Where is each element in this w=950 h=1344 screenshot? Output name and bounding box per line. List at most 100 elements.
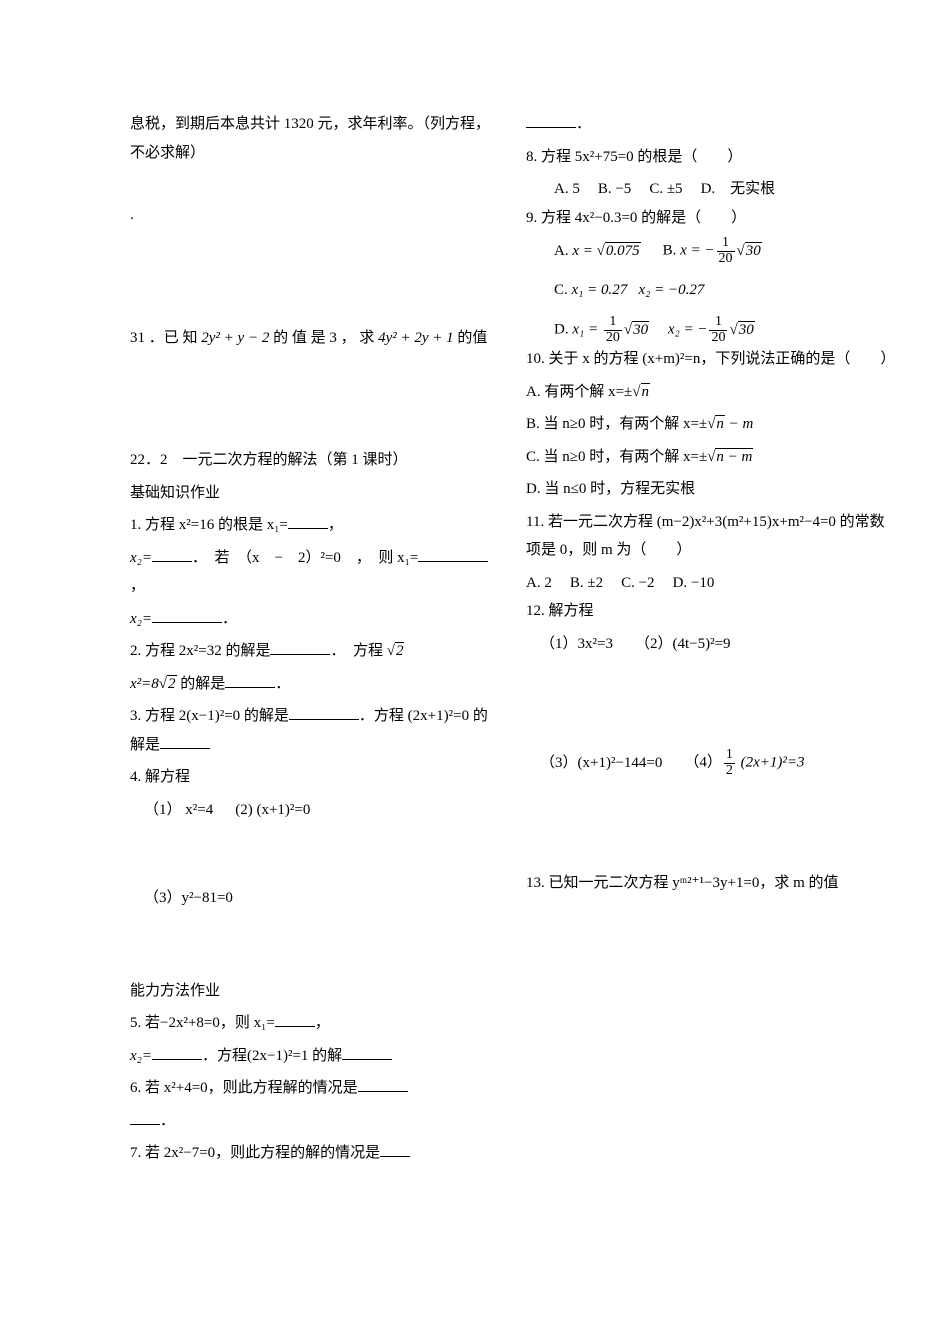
q9-opt-a: A. x = 0.075 (554, 237, 641, 266)
q12: 12. 解方程 (526, 597, 890, 626)
q11-opt-a: A. 2 (526, 569, 552, 598)
num: 1 (607, 315, 618, 330)
blank (418, 546, 488, 562)
q2-text: 2. 方程 2x²=32 的解是 (130, 643, 270, 659)
q12-row2: （3）(x+1)²−144=0 （4）12 (2x+1)²=3 (526, 748, 890, 778)
q9d-1: x₁ = (572, 322, 602, 338)
q6-end: ． (130, 1107, 494, 1136)
q5-line2: x₂=．方程(2x−1)²=1 的解 (130, 1042, 494, 1071)
blank (288, 513, 328, 529)
q11: 11. 若一元二次方程 (m−2)x²+3(m²+15)x+m²−4=0 的常数… (526, 508, 890, 565)
den: 20 (709, 330, 727, 346)
q2-line1: 2. 方程 2x²=32 的解是． 方程 2 (130, 637, 494, 666)
q7-cont: ． (526, 110, 890, 139)
blank (289, 704, 359, 720)
q1-line1: 1. 方程 x²=16 的根是 x₁=， (130, 511, 494, 540)
q12-4-tail: (2x+1)²=3 (737, 755, 805, 771)
q10-opt-c: C. 当 n≥0 时，有两个解 x=±n − m (526, 443, 890, 472)
q4-row1: （1） x²=4 (2) (x+1)²=0 (130, 796, 494, 825)
q5-text: 5. 若−2x²+8=0，则 x₁= (130, 1015, 275, 1031)
frac-1-20: 120 (604, 315, 622, 345)
q1-text2: ． 若 （x − 2）²=0 ， 则 x₁= (192, 550, 418, 566)
q7: 7. 若 2x²−7=0，则此方程的解的情况是 (130, 1139, 494, 1168)
q9c-1: x₁ = 0.27 (572, 282, 628, 298)
blank (152, 1044, 202, 1060)
rad-val: 0.075 (605, 242, 641, 259)
blank (225, 672, 275, 688)
q12-row1: （1）3x²=3 （2）(4t−5)²=9 (526, 630, 890, 659)
blank (358, 1076, 408, 1092)
q7-text: 7. 若 2x²−7=0，则此方程的解的情况是 (130, 1145, 380, 1161)
rad-val: 30 (632, 321, 649, 338)
q12-1: （1）3x²=3 (540, 630, 613, 659)
q9a-pre: A. (554, 243, 572, 259)
sqrt-2: 2 (387, 637, 405, 666)
q9c-2: x₂ = −0.27 (639, 282, 705, 298)
sqrt-2b: 2 (159, 670, 177, 699)
q3: 3. 方程 2(x−1)²=0 的解是．方程 (2x+1)²=0 的解是 (130, 702, 494, 759)
q10b-text: B. 当 n≥0 时，有两个解 x=± (526, 416, 707, 432)
rad-val: n (715, 415, 725, 432)
q9-row3: D. x₁ = 12030 x₂ = −12030 (526, 315, 890, 345)
q9a-eq: x = (572, 243, 596, 259)
ability-title: 能力方法作业 (130, 977, 494, 1006)
q9-row1: A. x = 0.075 B. x = −12030 (526, 236, 890, 266)
continued-text: 息税，到期后本息共计 1320 元，求年利率。（列方程，不必求解） (130, 110, 494, 167)
q31: 31 ．已 知 2y² + y − 2 的 值 是 3 ， 求 4y² + 2y… (130, 324, 494, 353)
q1-dot: ． (222, 611, 237, 627)
page: 息税，到期后本息共计 1320 元，求年利率。（列方程，不必求解） . 31 ．… (0, 0, 950, 1344)
blank (270, 639, 330, 655)
q2-dot: ． (275, 676, 290, 692)
rad-val: 30 (738, 321, 755, 338)
q10: 10. 关于 x 的方程 (x+m)²=n，下列说法正确的是（ ） (526, 345, 890, 374)
q31-text-c: 的 值 是 3 ， 求 (269, 330, 378, 346)
num: 1 (720, 236, 731, 251)
q11-options: A. 2 B. ±2 C. −2 D. −10 (526, 569, 890, 598)
q10-opt-a: A. 有两个解 x=±n (526, 378, 890, 407)
q4-3: （3）y²−81=0 (130, 884, 494, 913)
section-title: 22．2 一元二次方程的解法（第 1 课时） (130, 446, 494, 475)
sqrt: 30 (737, 237, 762, 266)
q10-opt-b: B. 当 n≥0 时，有两个解 x=±n − m (526, 410, 890, 439)
frac-1-20: 120 (717, 236, 735, 266)
q9-opt-c: C. x₁ = 0.27 x₂ = −0.27 (554, 276, 704, 305)
num: 1 (724, 748, 735, 763)
q12-2: （2）(4t−5)²=9 (635, 630, 731, 659)
q8-opt-d: D. 无实根 (701, 175, 776, 204)
q8-options: A. 5 B. −5 C. ±5 D. 无实根 (526, 175, 890, 204)
q10-opt-d: D. 当 n≤0 时，方程无实根 (526, 475, 890, 504)
q8: 8. 方程 5x²+75=0 的根是（ ） (526, 143, 890, 172)
q12-4-pre: （4） (684, 755, 722, 771)
q4: 4. 解方程 (130, 763, 494, 792)
blank (152, 546, 192, 562)
q9c-pre: C. (554, 282, 572, 298)
q5-line1: 5. 若−2x²+8=0，则 x₁=， (130, 1009, 494, 1038)
q31-text-a: 31 ．已 知 (130, 330, 201, 346)
q13: 13. 已知一元二次方程 yᵐ²⁺¹−3y+1=0，求 m 的值 (526, 869, 890, 898)
q1-comma2: ， (130, 578, 145, 594)
q31-expr-2: 4y² + 2y + 1 (378, 330, 454, 346)
frac-1-20: 120 (709, 315, 727, 345)
blank (526, 112, 576, 128)
q1-line2: x₂=． 若 （x − 2）²=0 ， 则 x₁=， (130, 544, 494, 601)
blank (152, 607, 222, 623)
num: 1 (713, 315, 724, 330)
q9: 9. 方程 4x²−0.3=0 的解是（ ） (526, 204, 890, 233)
q12-4: （4）12 (2x+1)²=3 (684, 748, 804, 778)
frac-1-2: 12 (724, 748, 735, 778)
q1-text: 1. 方程 x²=16 的根是 x₁= (130, 517, 288, 533)
den: 20 (717, 251, 735, 267)
q6-text: 6. 若 x²+4=0，则此方程解的情况是 (130, 1080, 358, 1096)
q7-dot: ． (576, 116, 591, 132)
q2-line2: x²=82 的解是． (130, 670, 494, 699)
q8-opt-a: A. 5 (554, 175, 580, 204)
right-column: ． 8. 方程 5x²+75=0 的根是（ ） A. 5 B. −5 C. ±5… (526, 110, 890, 1304)
two-column-layout: 息税，到期后本息共计 1320 元，求年利率。（列方程，不必求解） . 31 ．… (130, 110, 890, 1304)
q11-opt-b: B. ±2 (570, 569, 603, 598)
q10c-text: C. 当 n≥0 时，有两个解 x=± (526, 449, 707, 465)
sqrt-nm: n − m (707, 443, 753, 472)
q5-text2: ．方程(2x−1)²=1 的解 (202, 1048, 342, 1064)
q6-dot: ． (160, 1113, 175, 1129)
den: 20 (604, 330, 622, 346)
sqrt-n: n (632, 378, 650, 407)
